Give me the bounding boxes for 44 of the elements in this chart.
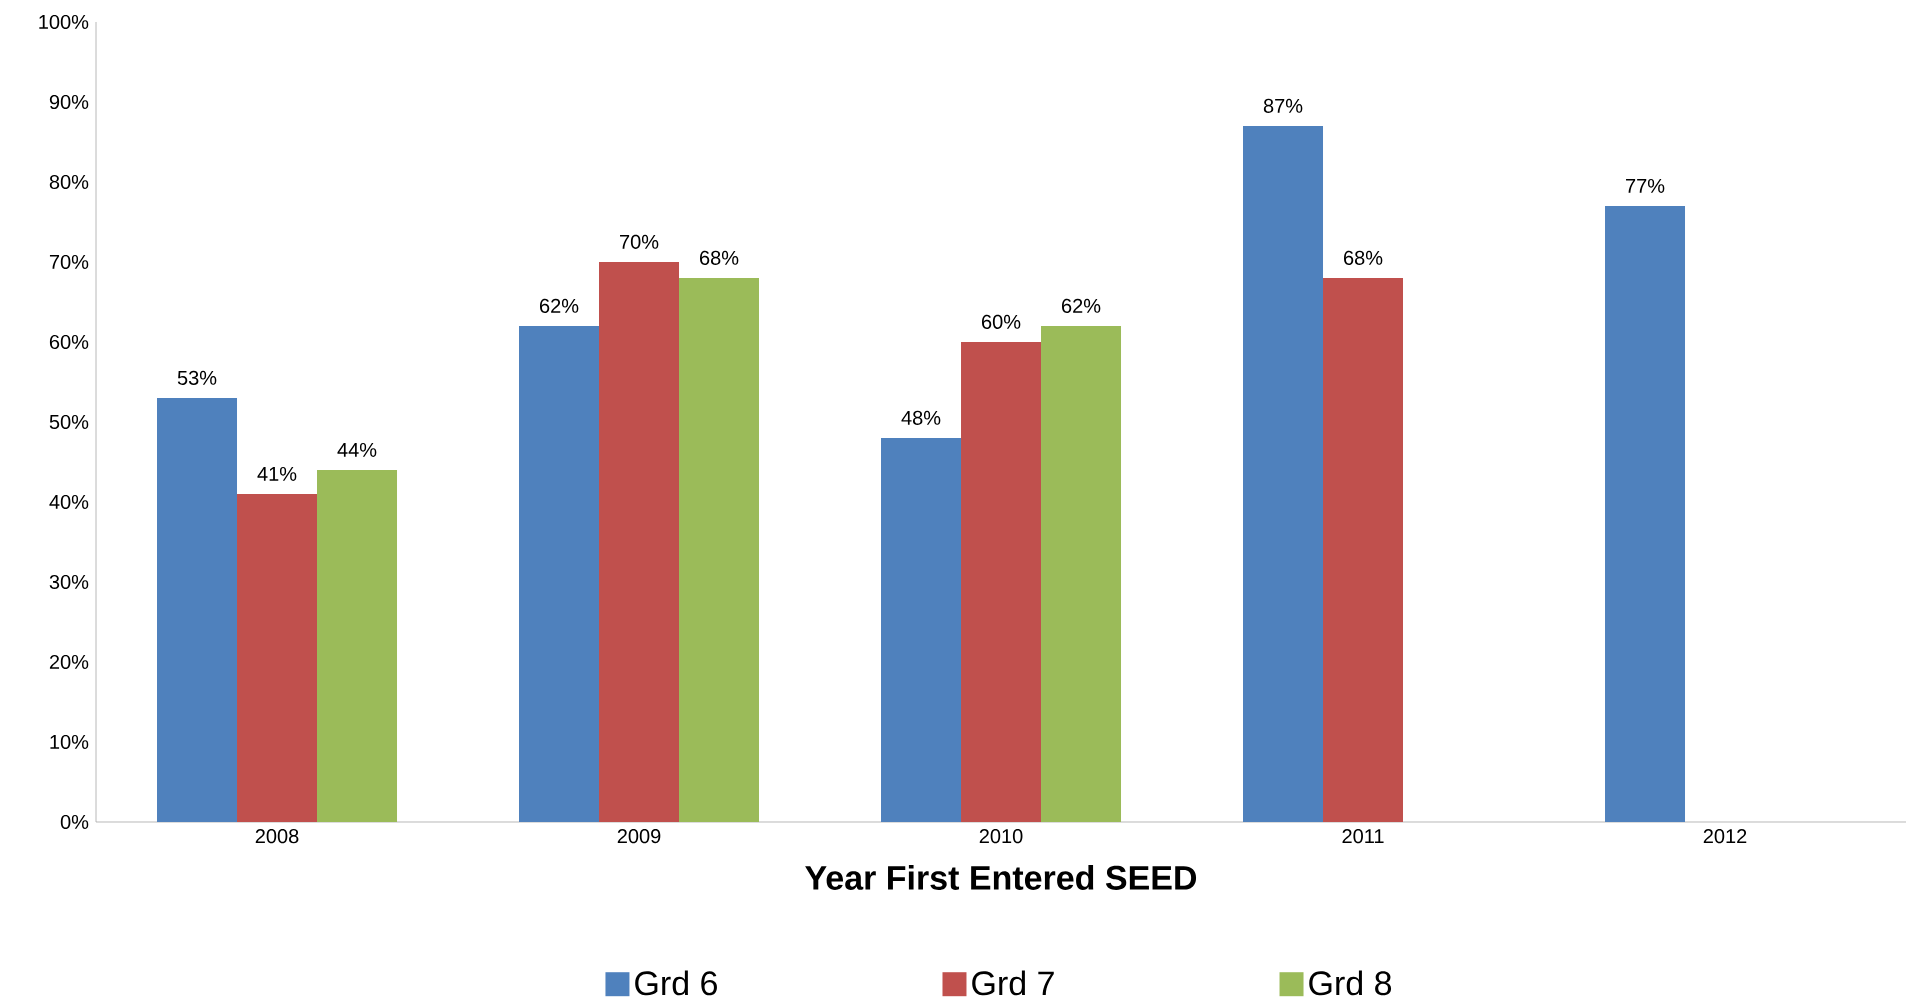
y-tick-label: 40% — [49, 494, 89, 510]
bar — [1323, 277, 1404, 822]
x-tick-label: 2012 — [1703, 829, 1747, 844]
data-label: 87% — [1263, 98, 1303, 113]
data-label: 70% — [620, 234, 659, 249]
x-axis-title: Year First Entered SEED — [805, 864, 1197, 890]
x-tick-label: 2011 — [1342, 829, 1384, 844]
bar — [317, 469, 398, 822]
legend-label: Grd 6 — [635, 970, 717, 996]
y-tick-label: 10% — [50, 734, 89, 750]
x-tick-label: 2009 — [617, 829, 661, 844]
y-tick-label: 0% — [60, 814, 89, 830]
bar — [679, 277, 760, 822]
data-label: 48% — [901, 410, 941, 425]
bar — [961, 341, 1042, 822]
y-tick-label: 100% — [39, 14, 89, 30]
bar — [519, 325, 600, 822]
y-tick-label: 30% — [49, 574, 89, 590]
y-tick-label: 80% — [49, 174, 89, 190]
bar — [599, 261, 680, 822]
legend-label: Grd 8 — [1309, 970, 1392, 996]
bar — [1243, 125, 1324, 822]
legend-label: Grd 7 — [972, 970, 1054, 996]
data-label: 60% — [982, 314, 1021, 329]
bar — [237, 493, 318, 822]
x-tick-label: 2008 — [255, 829, 299, 844]
data-label: 62% — [540, 298, 579, 313]
data-label: 44% — [337, 442, 377, 457]
y-tick-label: 70% — [49, 254, 89, 270]
y-tick-label: 60% — [49, 334, 89, 350]
data-label: 62% — [1062, 298, 1101, 313]
data-label: 53% — [177, 370, 217, 385]
bar — [1041, 325, 1122, 822]
bar — [881, 437, 962, 822]
data-label: 68% — [1344, 250, 1383, 265]
y-tick-label: 20% — [49, 654, 89, 670]
data-label: 41% — [257, 466, 297, 481]
data-label: 77% — [1626, 178, 1665, 193]
data-label: 68% — [700, 250, 739, 265]
y-tick-label: 50% — [49, 414, 89, 430]
bar — [1605, 205, 1686, 822]
y-tick-label: 90% — [49, 94, 89, 110]
bar — [157, 397, 238, 822]
x-tick-label: 2010 — [979, 829, 1023, 844]
